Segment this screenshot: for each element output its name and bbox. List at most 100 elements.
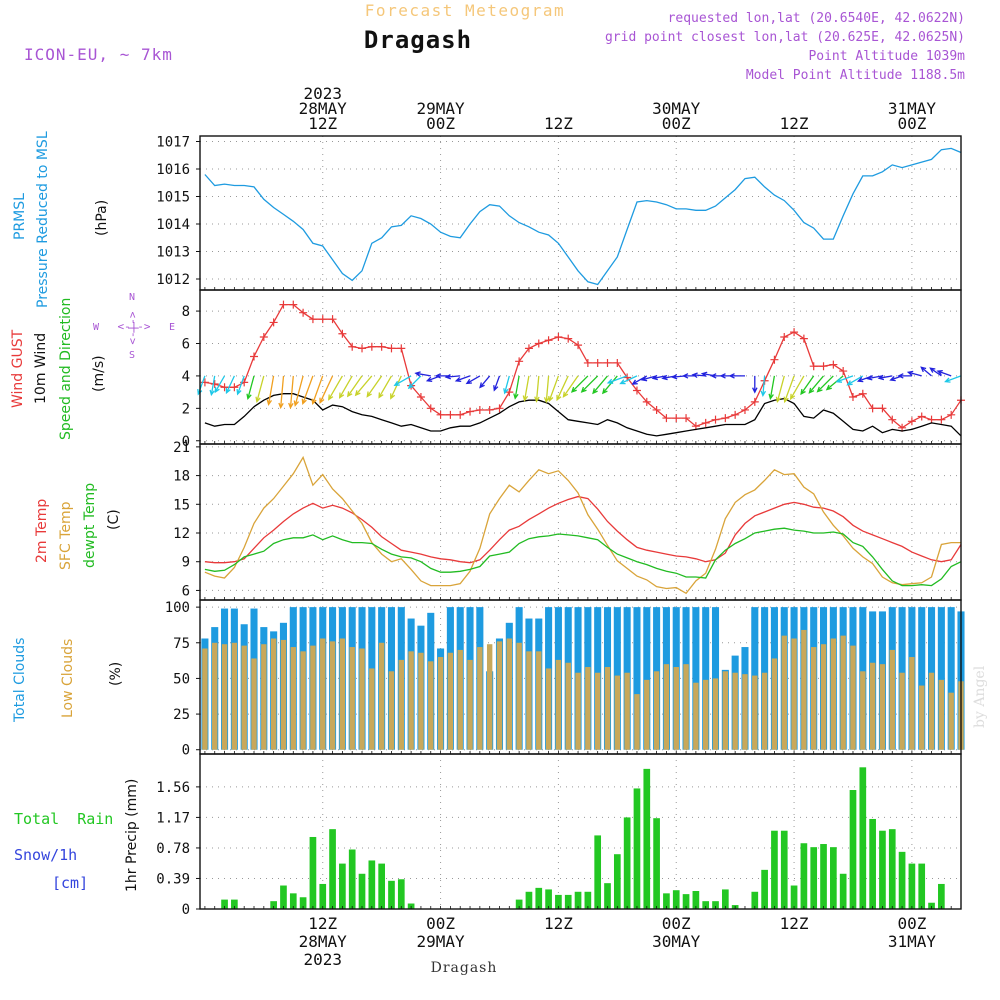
gust-marker [358,344,367,353]
wind-direction-arrow [266,375,275,407]
gust-marker [868,404,877,413]
wind-direction-arrow [556,375,569,402]
wind-direction-arrow [236,375,245,396]
clouds-bar [791,638,797,750]
gust-marker [308,315,317,324]
chart-plot-area: 1012101310141015101610170246869121518210… [156,84,965,969]
wind-direction-arrow [808,375,824,394]
clouds-bar [644,679,650,750]
temperature-line [204,455,961,595]
precipitation-bar [888,829,896,909]
gust-marker [544,336,553,345]
clouds-bar [869,662,876,750]
precipitation-bar [761,869,768,909]
clouds-bar [447,652,454,750]
wind-direction-arrow [752,375,758,394]
wind-direction-arrow [936,369,952,377]
gust-marker [250,352,259,361]
wind-direction-arrow [570,375,589,393]
snow-label: Snow/1h [14,846,77,864]
wind-direction-arrow [592,375,608,395]
precipitation-bar [633,788,641,909]
clouds-bar [752,675,758,750]
wind-direction-arrow [444,374,461,380]
wind-direction-arrow [562,375,579,398]
temp-unit: (C) [106,509,122,530]
clouds-bar [947,607,955,750]
clouds-bar [909,657,915,750]
clouds-bar [428,661,434,750]
precipitation-bar [702,901,710,909]
clouds-bar [840,635,846,750]
precipitation-bar [584,891,592,909]
wind-direction-arrow [255,375,265,404]
wind-line [204,303,962,429]
wind-direction-arrow [378,375,393,399]
wind-direction-arrow [407,375,422,390]
wind-direction-arrow [944,375,962,383]
clouds-bar [486,644,493,750]
precipitation-bar [672,890,680,909]
precip-ylabel: 1hr Precip (mm) [124,779,140,892]
compass-e: E [169,322,175,333]
precipitation-bar [221,899,228,909]
wind-direction-arrow [619,375,638,385]
clouds-bar [761,672,768,750]
y-tick-label: 0 [182,743,190,759]
temp-sfc-label: SFC Temp [58,501,74,570]
wind-direction-arrow [728,373,745,379]
clouds-bar [918,607,926,750]
clouds-bar [300,651,306,750]
gust-marker [485,405,494,414]
snow-unit-label: [cm] [52,874,88,892]
precipitation-bar [751,891,759,909]
clouds-bar [673,667,679,750]
clouds-bar [702,679,709,750]
gust-marker [642,397,651,406]
precipitation-bar [299,897,307,909]
y-tick-label: 6 [182,583,190,599]
wind-10m-label: 10m Wind [33,333,49,404]
gust-marker [377,342,386,351]
temperature-panel: 6 9 12 15 18 21 [173,440,962,601]
wind-direction-arrow [548,375,560,403]
precipitation-panel: 0 0.39 0.78 1.17 1.56 [156,753,962,918]
gust-marker [839,367,848,376]
wind-frame [199,289,962,445]
clouds-bar [329,641,336,750]
precipitation-bar [348,849,356,909]
clouds-bar [732,672,738,750]
wind-direction-arrow [606,375,628,384]
clouds-bar [212,642,218,750]
precipitation-bar [721,889,729,909]
point-altitude: Point Altitude 1039m [808,49,965,64]
gust-marker [632,386,641,395]
precipitation-bar [594,835,602,909]
time-label-top: 00Z [897,114,926,133]
gust-marker [524,344,533,353]
gust-marker [858,389,867,398]
clouds-bar [860,671,866,750]
gust-marker [269,318,278,327]
pressure-unit: (hPa) [94,200,110,236]
clouds-bar [555,659,562,750]
y-tick-label: 9 [182,555,190,571]
precipitation-bar [270,901,277,909]
pressure-line [204,147,962,286]
y-tick-label: 75 [173,636,190,652]
gust-marker [809,362,818,371]
precipitation-bar [388,880,395,909]
clouds-bar [693,682,699,750]
precipitation-bar [309,836,317,909]
footer-location: Dragash [431,960,498,976]
gust-marker [613,358,622,367]
precipitation-bar [564,894,572,909]
time-label-bottom: 2023 [303,950,342,969]
clouds-bar [369,668,375,750]
time-label-top: 12Z [308,114,337,133]
clouds-bar [467,659,473,750]
precipitation-bar [525,891,533,909]
gust-marker [436,410,445,419]
gust-marker [505,388,514,397]
prmsl-desc-label: Pressure Reduced to MSL [35,131,51,308]
